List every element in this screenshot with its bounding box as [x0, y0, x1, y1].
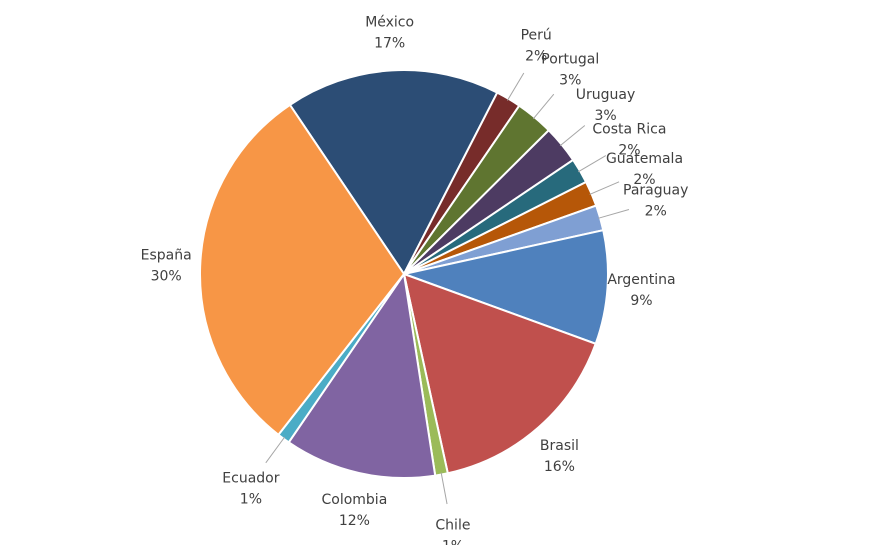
- category-label: Brasil: [540, 438, 579, 454]
- category-label: Argentina: [607, 272, 675, 288]
- value-label: 3%: [559, 73, 581, 89]
- leader-line: [589, 181, 620, 195]
- category-label: Ecuador: [222, 471, 279, 487]
- pie-slice: [199, 103, 406, 437]
- pie-slice: [287, 271, 437, 479]
- value-label: 1%: [442, 538, 464, 545]
- category-label: España: [141, 248, 192, 264]
- leader-line: [440, 472, 448, 505]
- value-label: 2%: [645, 204, 667, 220]
- leader-line: [559, 125, 586, 147]
- value-label: 1%: [240, 492, 262, 508]
- category-label: Paraguay: [623, 183, 688, 199]
- pie-slice: [400, 229, 609, 346]
- value-label: 2%: [618, 142, 640, 158]
- value-label: 3%: [594, 108, 616, 124]
- category-label: México: [365, 14, 414, 30]
- value-label: 12%: [339, 513, 370, 529]
- leader-line: [577, 155, 607, 173]
- pie-slice: [288, 69, 499, 276]
- category-label: Guatemala: [606, 151, 683, 167]
- value-label: 30%: [151, 269, 182, 285]
- leader-line: [265, 436, 286, 464]
- value-label: 16%: [544, 459, 575, 475]
- value-label: 17%: [374, 35, 405, 51]
- pie-slice: [402, 272, 597, 475]
- category-label: Chile: [435, 517, 470, 533]
- category-label: Perú: [521, 28, 552, 44]
- category-label: Colombia: [321, 492, 387, 508]
- category-label: Portugal: [541, 52, 599, 68]
- value-label: 2%: [633, 172, 655, 188]
- leader-line: [532, 93, 555, 120]
- value-label: 2%: [525, 49, 547, 65]
- leader-line: [507, 72, 525, 101]
- value-label: 9%: [630, 293, 652, 309]
- leader-line: [598, 209, 630, 219]
- category-label: Costa Rica: [592, 121, 666, 137]
- category-label: Uruguay: [576, 87, 636, 103]
